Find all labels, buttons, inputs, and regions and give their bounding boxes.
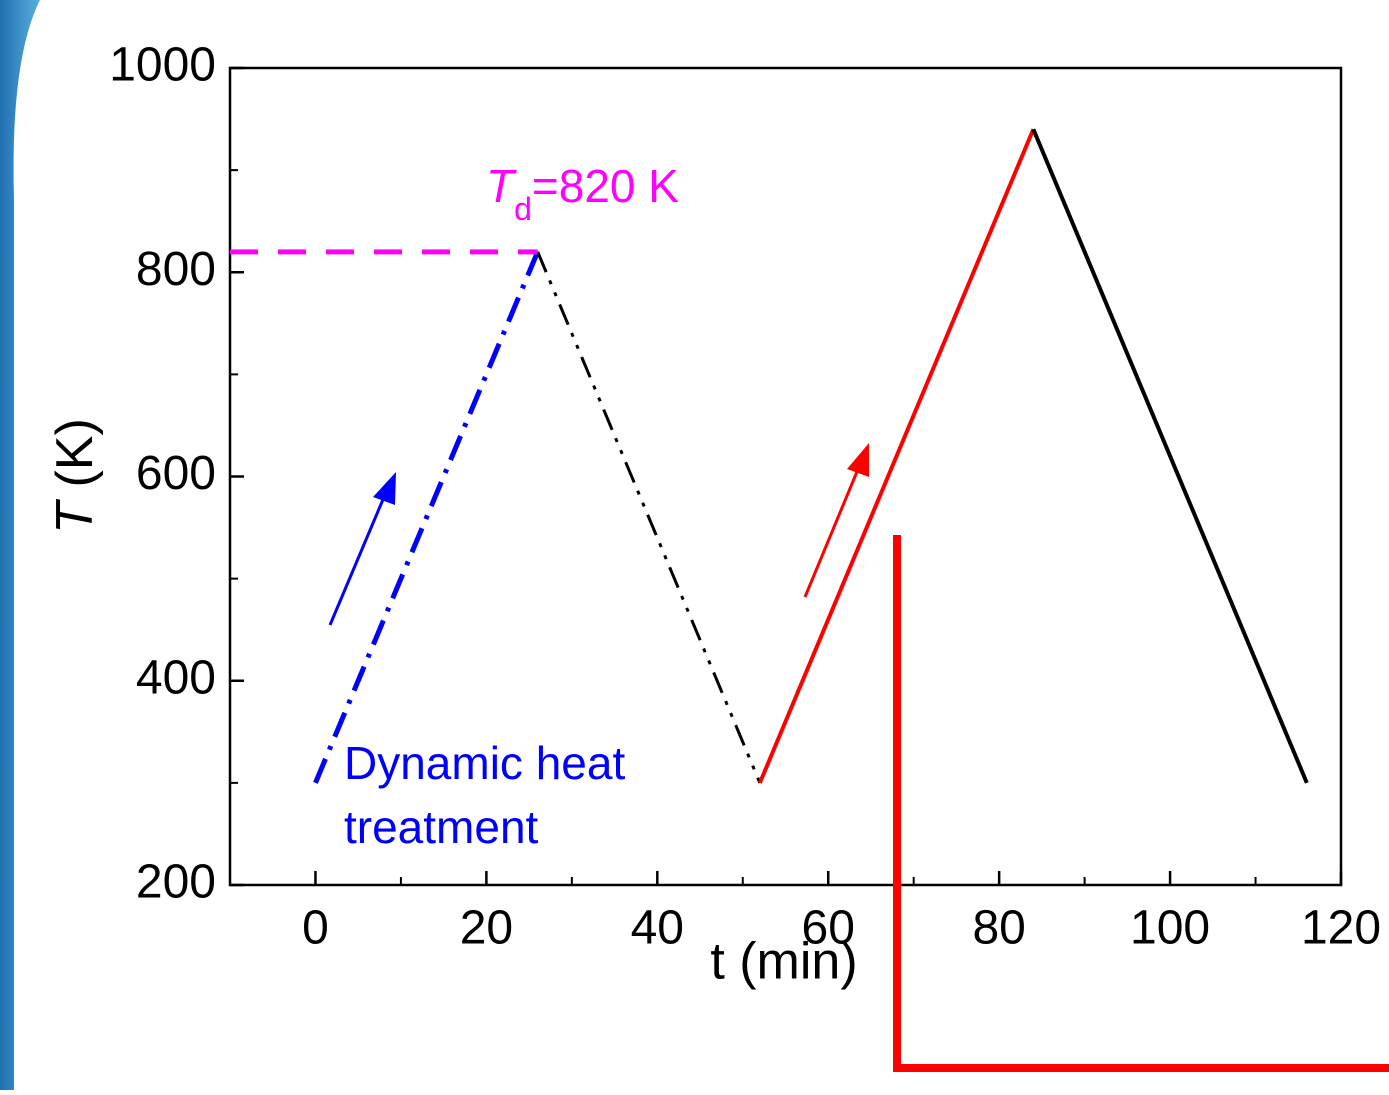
y-tick-label: 200 [136,856,216,909]
x-tick-label: 40 [631,902,684,955]
td-text: =820 K [532,160,679,212]
x-tick-label: 0 [302,902,329,955]
arrow [803,461,863,598]
arrow-head [373,472,396,505]
y-tick-label: 600 [136,447,216,500]
x-axis-label: t (min) [710,933,857,991]
series-line [536,251,762,784]
y-axis-label: T (K) [46,418,104,534]
y-axis-unit: (K) [46,418,104,487]
arrow-head [847,443,869,477]
treatment-annotation: Dynamic heat [344,737,625,789]
x-tick-label: 120 [1301,902,1381,955]
td-symbol: T [486,160,517,212]
x-tick-label: 100 [1130,902,1210,955]
arrow [328,489,389,626]
y-tick-label: 800 [136,243,216,296]
x-tick-label: 80 [972,902,1025,955]
x-tick-label: 20 [460,902,513,955]
highlight-outline [893,535,1389,1072]
series-line [758,128,1036,784]
y-tick-label: 1000 [109,39,216,92]
y-tick-label: 400 [136,651,216,704]
td-annotation: Td=820 K [486,160,679,227]
td-subscript: d [514,191,532,227]
y-axis-symbol: T [46,499,104,534]
series-line [1031,128,1309,784]
treatment-annotation: treatment [344,801,539,853]
x-tick-label: 60 [802,902,855,955]
series-line [313,250,540,784]
edge-decoration [0,0,40,1090]
